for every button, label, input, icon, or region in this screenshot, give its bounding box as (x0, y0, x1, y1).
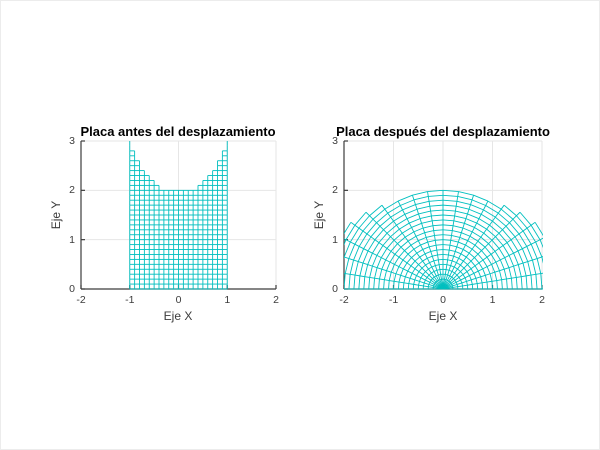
subplot-2-y-tick-label: 3 (332, 135, 338, 147)
subplot-1-x-tick-label: 2 (273, 294, 279, 306)
subplot-1-x-tick-label: 1 (224, 294, 231, 306)
subplot-2-x-tick-label: 1 (489, 294, 496, 306)
subplot-1-y-tick-label: 3 (69, 135, 75, 147)
subplot-2-axes (343, 140, 543, 290)
subplot-2-x-tick-label: -2 (339, 294, 349, 306)
subplot-2-y-tick-label: 1 (332, 233, 338, 246)
subplot-1-y-tick-label: 1 (69, 233, 75, 246)
subplot-2-y-tick-label: 2 (332, 184, 338, 197)
subplot-2-x-tick-label: 0 (440, 294, 446, 306)
subplot-2-y-tick-label: 0 (332, 283, 338, 295)
subplot-2-x-tick-label: -1 (388, 294, 399, 306)
subplot-1-x-tick-label: -1 (125, 294, 135, 306)
subplot-1-x-tick-label: 0 (175, 294, 182, 306)
subplot-1-x-tick-label: -2 (76, 294, 86, 306)
subplot-1-y-tick-label: 0 (69, 283, 75, 295)
subplot2-y-axis-label: Eje Y (312, 200, 326, 230)
subplot-2-x-tick-label: 2 (539, 294, 545, 306)
mesh-lines (129, 141, 228, 290)
subplot2-x-axis-label: Eje X (428, 309, 458, 323)
mesh-lines (344, 189, 543, 290)
subplot2-title: Placa después del desplazamiento (336, 124, 550, 139)
subplot-1-axes (80, 140, 277, 290)
subplot-1-y-tick-label: 2 (69, 184, 75, 197)
subplot1-title: Placa antes del desplazamiento (80, 124, 276, 139)
subplot1-x-axis-label: Eje X (163, 309, 193, 323)
subplot1-y-axis-label: Eje Y (49, 200, 63, 230)
